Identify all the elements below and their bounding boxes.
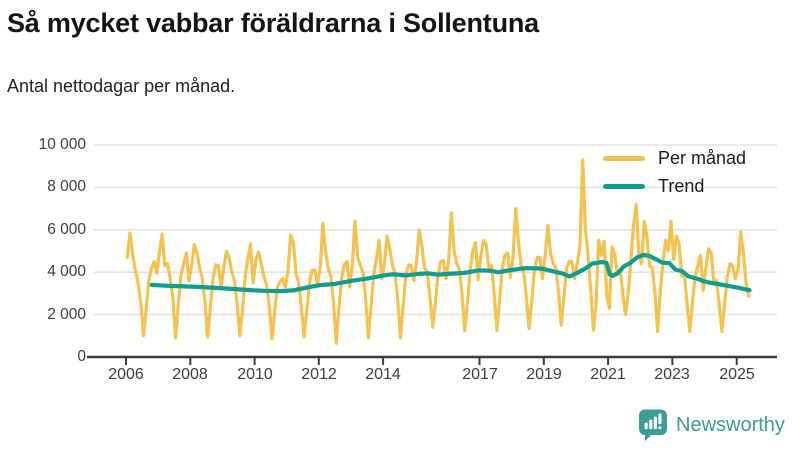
chart-title: Så mycket vabbar föräldrarna i Sollentun… [7, 8, 539, 38]
x-tick-label: 2017 [462, 366, 498, 383]
x-tick-label: 2014 [365, 366, 401, 383]
x-tick-label: 2023 [654, 366, 690, 383]
y-tick-label: 4 000 [47, 263, 86, 280]
x-tick-label: 2012 [301, 366, 337, 383]
chart-subtitle: Antal nettodagar per månad. [7, 76, 236, 96]
per-manad-line-swatch [603, 155, 645, 161]
trend-line-swatch [603, 183, 645, 189]
x-tick-label: 2010 [237, 366, 273, 383]
x-tick-label: 2008 [172, 366, 208, 383]
newsworthy-icon [639, 409, 667, 441]
y-tick-label: 10 000 [38, 136, 86, 153]
x-tick-label: 2006 [108, 366, 144, 383]
x-tick-label: 2021 [590, 366, 626, 383]
y-tick-label: 8 000 [47, 178, 86, 195]
x-tick-label: 2025 [719, 366, 755, 383]
series-trend [149, 252, 752, 294]
legend-label-per-manad: Per månad [658, 147, 747, 168]
y-tick-label: 0 [77, 348, 86, 365]
legend-item-trend: Trend [603, 172, 746, 200]
y-tick-label: 2 000 [47, 306, 86, 323]
legend-label-trend: Trend [658, 175, 705, 196]
chart-legend: Per månad Trend [603, 144, 746, 200]
brand-name: Newsworthy [676, 413, 785, 436]
brand-footer: Newsworthy [638, 408, 785, 442]
y-tick-label: 6 000 [47, 221, 86, 238]
x-tick-label: 2019 [526, 366, 562, 383]
legend-item-per-manad: Per månad [603, 144, 746, 172]
